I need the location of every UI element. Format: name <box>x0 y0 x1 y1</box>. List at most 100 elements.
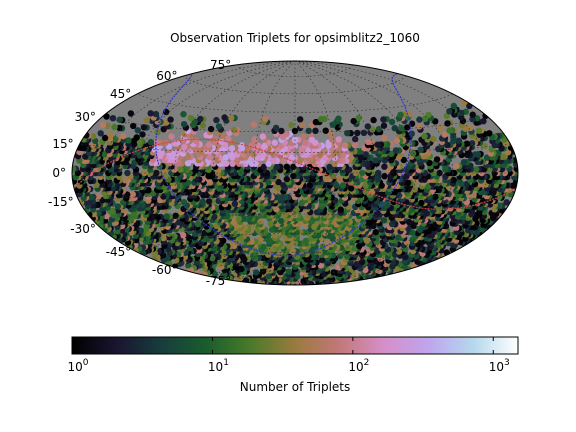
sky-cell <box>330 269 337 276</box>
latitude-label: -75° <box>206 274 232 288</box>
sky-cell <box>283 163 290 171</box>
sky-cell <box>193 137 200 145</box>
sky-cell <box>432 193 439 200</box>
sky-cell <box>453 162 460 170</box>
sky-cell <box>221 114 228 121</box>
sky-cell <box>344 253 351 260</box>
sky-cell <box>154 129 161 136</box>
sky-cell <box>328 136 336 143</box>
sky-cell <box>285 268 292 275</box>
latitude-label: -15° <box>48 195 74 209</box>
sky-cell <box>364 123 371 130</box>
data-cells <box>72 99 518 285</box>
sky-cell <box>397 124 405 131</box>
sky-cell <box>446 127 453 134</box>
sky-cell <box>172 212 179 219</box>
sky-cell <box>335 115 342 122</box>
colorbar <box>71 336 519 355</box>
sky-cell <box>289 248 297 255</box>
sky-cell <box>187 115 195 122</box>
sky-cell <box>381 163 388 170</box>
sky-cell <box>143 117 150 124</box>
sky-cell <box>321 148 329 155</box>
sky-cell <box>469 111 476 118</box>
sky-cell <box>147 138 155 146</box>
sky-cell <box>167 116 174 123</box>
sky-cell <box>301 139 309 146</box>
sky-cell <box>394 234 402 241</box>
sky-cell <box>180 111 187 118</box>
sky-cell <box>433 156 441 163</box>
sky-cell <box>253 269 260 276</box>
sky-cell <box>297 116 304 123</box>
latitude-label: 75° <box>210 58 231 72</box>
sky-cell <box>101 134 109 142</box>
sky-cell <box>213 116 220 124</box>
sky-cell <box>250 121 257 128</box>
sky-cell <box>72 165 77 172</box>
sky-cell <box>363 237 370 244</box>
sky-cell <box>416 123 423 130</box>
sky-cell <box>430 135 437 143</box>
sky-cell <box>318 115 325 123</box>
sky-cell <box>177 166 184 173</box>
sky-cell <box>455 137 462 144</box>
sky-cell <box>450 176 457 184</box>
sky-cell <box>280 157 287 164</box>
sky-cell <box>393 137 401 145</box>
latitude-label: 45° <box>110 87 131 101</box>
latitude-label: -45° <box>106 245 132 259</box>
sky-cell <box>207 125 215 133</box>
sky-cell <box>180 199 188 206</box>
latitude-label: 15° <box>52 137 73 151</box>
latitude-label: 0° <box>52 166 66 180</box>
sky-cell <box>372 257 379 265</box>
colorbar-label: Number of Triplets <box>240 380 351 394</box>
latitude-label: -60° <box>152 263 178 277</box>
sky-cell <box>418 199 425 207</box>
sky-cell <box>259 133 266 140</box>
sky-cell <box>262 115 269 123</box>
sky-cell <box>380 122 388 129</box>
sky-cell <box>205 141 213 148</box>
sky-cell <box>121 177 129 184</box>
sky-cell <box>450 102 457 110</box>
sky-cell <box>218 138 225 146</box>
sky-cell <box>147 110 154 117</box>
sky-cell <box>109 115 117 122</box>
sky-cell <box>129 191 136 198</box>
sky-cell <box>179 232 187 239</box>
sky-cell <box>444 120 451 127</box>
sky-cell <box>300 133 307 140</box>
sky-cell <box>397 111 404 119</box>
sky-cell <box>408 130 415 137</box>
sky-cell <box>323 175 330 183</box>
sky-cell <box>194 220 202 228</box>
sky-cell <box>99 121 107 129</box>
colorbar-tick-label: 103 <box>489 358 510 374</box>
sky-cell <box>120 133 127 140</box>
sky-cell <box>305 127 312 135</box>
sky-cell <box>372 229 379 236</box>
sky-cell <box>199 198 206 205</box>
sky-cell <box>392 147 400 154</box>
colorbar-tick-label: 100 <box>67 358 88 374</box>
sky-cell <box>215 123 223 130</box>
sky-cell <box>341 142 349 149</box>
sky-cell <box>180 121 188 128</box>
sky-cell <box>351 142 359 149</box>
sky-cell <box>370 116 377 124</box>
sky-cell <box>417 146 424 153</box>
colorbar-tick-label: 102 <box>348 358 369 374</box>
sky-cell <box>133 134 140 141</box>
sky-cell <box>111 123 118 131</box>
sky-cell <box>127 110 135 117</box>
sky-cell <box>271 139 278 146</box>
sky-cell <box>460 159 468 166</box>
sky-cell <box>116 116 124 123</box>
sky-cell <box>319 256 326 264</box>
sky-cell <box>381 173 388 180</box>
latitude-label: 30° <box>75 110 96 124</box>
sky-cell <box>283 175 290 183</box>
